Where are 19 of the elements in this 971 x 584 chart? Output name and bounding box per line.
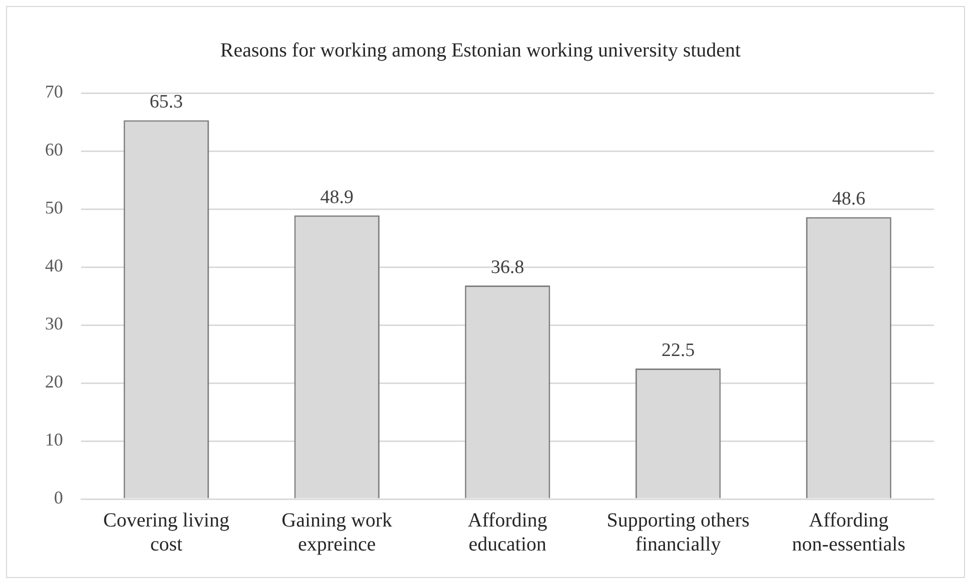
chart-title: Reasons for working among Estonian working university student <box>220 39 742 62</box>
y-tick-label: 30 <box>45 314 63 334</box>
x-tick-label: Affording non-essentials <box>792 509 906 556</box>
y-tick-label: 70 <box>45 82 63 102</box>
y-tick-label: 60 <box>45 140 63 160</box>
y-tick-label: 10 <box>45 430 63 450</box>
data-label: 48.9 <box>320 186 354 208</box>
y-tick-label: 50 <box>45 198 63 218</box>
data-label: 22.5 <box>661 340 695 361</box>
y-tick-label: 0 <box>54 488 63 508</box>
x-tick-label: Gaining work expreince <box>282 509 392 556</box>
x-tick-label: Supporting others financially <box>606 509 750 556</box>
x-tick-label: Covering living cost <box>103 509 230 556</box>
data-label: 36.8 <box>490 257 524 278</box>
data-label: 65.3 <box>150 92 183 113</box>
y-tick-label: 20 <box>45 372 63 392</box>
x-tick-label: Affording education <box>468 509 548 556</box>
y-tick-label: 40 <box>45 256 63 276</box>
data-label: 48.6 <box>832 188 866 210</box>
